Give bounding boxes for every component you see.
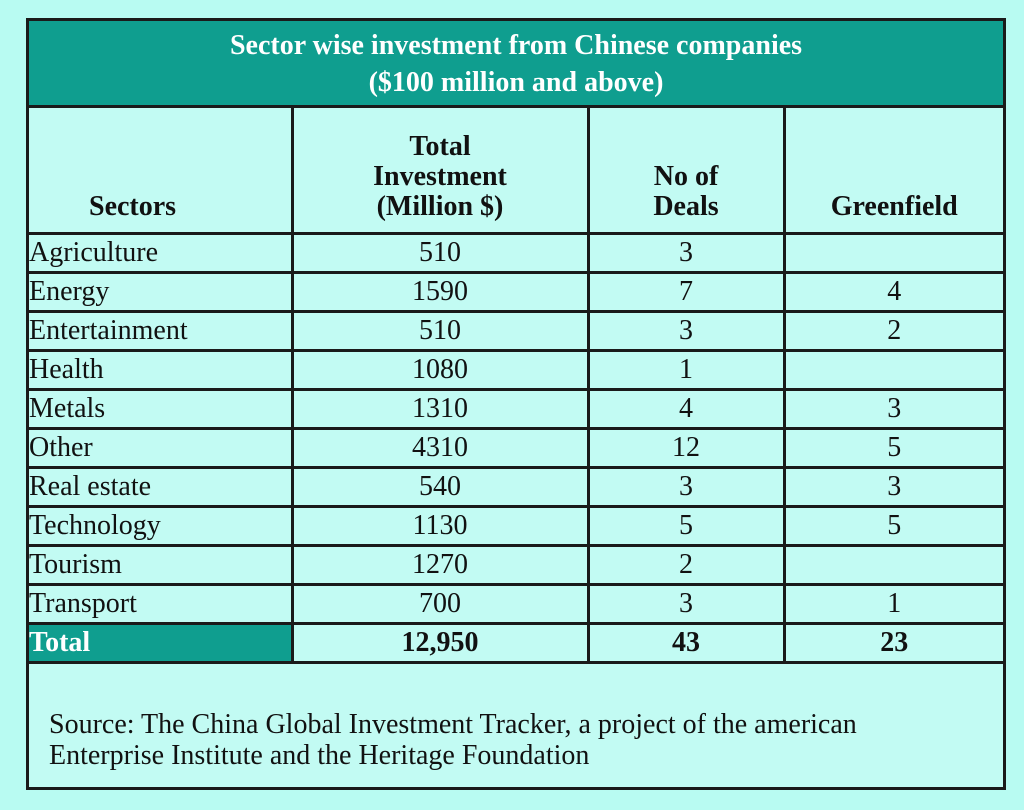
investment-header-line-2: Investment bbox=[373, 161, 507, 192]
cell-investment: 1590 bbox=[290, 271, 590, 313]
cell-deals: 1 bbox=[586, 349, 786, 391]
table-row: Real estate 540 3 3 bbox=[29, 466, 1003, 508]
cell-deals: 5 bbox=[586, 505, 786, 547]
table-row: Health 1080 1 bbox=[29, 349, 1003, 391]
cell-sector: Real estate bbox=[29, 466, 294, 508]
cell-greenfield: 3 bbox=[782, 466, 1003, 508]
cell-sector: Tourism bbox=[29, 544, 294, 586]
cell-deals: 7 bbox=[586, 271, 786, 313]
cell-investment: 1310 bbox=[290, 388, 590, 430]
cell-greenfield bbox=[782, 544, 1003, 586]
title-line-2: ($100 million and above) bbox=[368, 67, 664, 98]
column-header-greenfield: Greenfield bbox=[782, 108, 1003, 235]
investment-table: Sectors Total Investment (Million $) No … bbox=[29, 108, 1003, 664]
cell-deals: 12 bbox=[586, 427, 786, 469]
cell-investment: 540 bbox=[290, 466, 590, 508]
column-header-deals: No of Deals bbox=[586, 108, 786, 235]
investment-header-line-3: (Million $) bbox=[376, 191, 504, 222]
cell-sector: Other bbox=[29, 427, 294, 469]
table-row: Energy 1590 7 4 bbox=[29, 271, 1003, 313]
source-note: Source: The China Global Investment Trac… bbox=[49, 709, 983, 771]
cell-investment: 510 bbox=[290, 310, 590, 352]
investment-header-line-1: Total bbox=[409, 131, 471, 162]
cell-greenfield: 3 bbox=[782, 388, 1003, 430]
table-row: Other 4310 12 5 bbox=[29, 427, 1003, 469]
cell-greenfield bbox=[782, 349, 1003, 391]
column-header-investment: Total Investment (Million $) bbox=[290, 108, 590, 235]
table-title: Sector wise investment from Chinese comp… bbox=[29, 21, 1003, 108]
cell-investment: 4310 bbox=[290, 427, 590, 469]
cell-deals: 3 bbox=[586, 310, 786, 352]
table-row: Transport 700 3 1 bbox=[29, 583, 1003, 625]
cell-investment: 1270 bbox=[290, 544, 590, 586]
table-body: Agriculture 510 3 Energy 1590 7 4 Entertainment… bbox=[29, 232, 1003, 625]
table-row: Tourism 1270 2 bbox=[29, 544, 1003, 586]
cell-deals: 4 bbox=[586, 388, 786, 430]
total-label: Total bbox=[29, 622, 294, 664]
cell-greenfield: 5 bbox=[782, 505, 1003, 547]
cell-investment: 1080 bbox=[290, 349, 590, 391]
cell-sector: Metals bbox=[29, 388, 294, 430]
cell-sector: Technology bbox=[29, 505, 294, 547]
cell-sector: Energy bbox=[29, 271, 294, 313]
cell-deals: 3 bbox=[586, 583, 786, 625]
total-deals: 43 bbox=[586, 622, 786, 664]
table-frame: Sector wise investment from Chinese comp… bbox=[26, 18, 1006, 790]
source-line-2: Enterprise Institute and the Heritage Fo… bbox=[49, 740, 590, 771]
cell-greenfield: 1 bbox=[782, 583, 1003, 625]
cell-greenfield: 5 bbox=[782, 427, 1003, 469]
cell-greenfield: 4 bbox=[782, 271, 1003, 313]
cell-sector: Health bbox=[29, 349, 294, 391]
source-line-1: Source: The China Global Investment Trac… bbox=[49, 709, 857, 740]
deals-header-line-1: No of bbox=[653, 161, 719, 192]
cell-sector: Agriculture bbox=[29, 232, 294, 274]
cell-sector: Entertainment bbox=[29, 310, 294, 352]
total-investment: 12,950 bbox=[290, 622, 590, 664]
cell-deals: 3 bbox=[586, 466, 786, 508]
table-row: Entertainment 510 3 2 bbox=[29, 310, 1003, 352]
column-header-sectors: Sectors bbox=[29, 108, 294, 235]
cell-investment: 510 bbox=[290, 232, 590, 274]
cell-greenfield: 2 bbox=[782, 310, 1003, 352]
total-greenfield: 23 bbox=[782, 622, 1003, 664]
title-line-1: Sector wise investment from Chinese comp… bbox=[229, 30, 803, 61]
cell-deals: 3 bbox=[586, 232, 786, 274]
cell-greenfield bbox=[782, 232, 1003, 274]
table-row: Metals 1310 4 3 bbox=[29, 388, 1003, 430]
cell-investment: 1130 bbox=[290, 505, 590, 547]
header-row: Sectors Total Investment (Million $) No … bbox=[29, 108, 1003, 235]
deals-header-line-2: Deals bbox=[653, 191, 719, 222]
cell-sector: Transport bbox=[29, 583, 294, 625]
table-row: Agriculture 510 3 bbox=[29, 232, 1003, 274]
cell-investment: 700 bbox=[290, 583, 590, 625]
cell-deals: 2 bbox=[586, 544, 786, 586]
table-row: Technology 1130 5 5 bbox=[29, 505, 1003, 547]
total-row: Total 12,950 43 23 bbox=[29, 622, 1003, 664]
